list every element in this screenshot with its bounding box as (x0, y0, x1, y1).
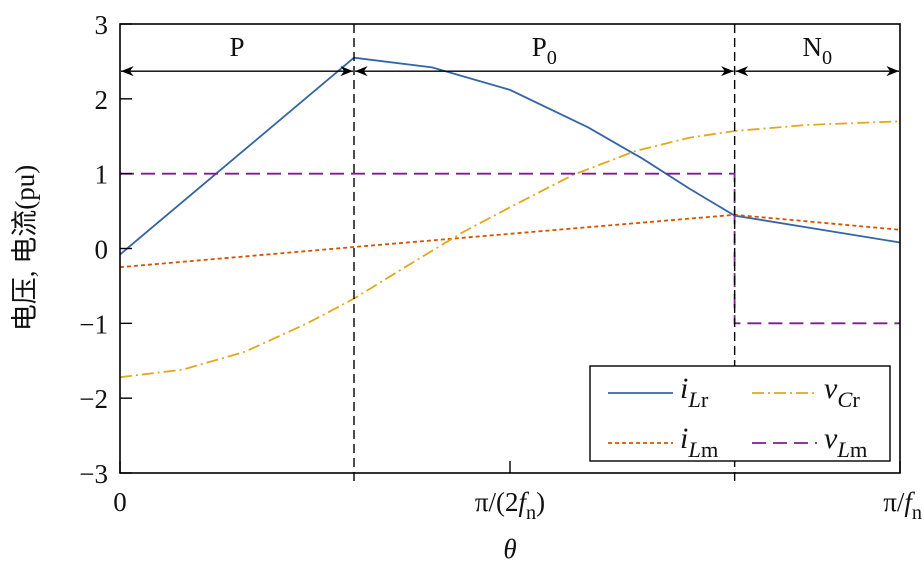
legend-label-iLm: iLm (680, 422, 719, 462)
y-tick-label: 0 (95, 235, 109, 265)
y-tick-label: 2 (95, 85, 109, 115)
y-tick-label: −2 (79, 384, 108, 414)
series-line-iLr (120, 56, 900, 256)
legend-box (589, 365, 891, 462)
interval-label-1: P0 (532, 32, 557, 69)
x-tick-label: 0 (113, 487, 127, 517)
y-tick-label: 1 (95, 160, 109, 190)
x-axis-label: θ (503, 534, 516, 563)
y-tick-label: −3 (79, 459, 108, 489)
y-tick-label: −1 (79, 309, 108, 339)
legend-label-vLm: vLm (824, 422, 868, 462)
interval-label-0: P (229, 32, 244, 62)
legend-label-iLr: iLr (680, 372, 709, 412)
series-line-vLm (120, 172, 900, 325)
y-tick-label: 3 (95, 10, 109, 40)
series-line-vCr (120, 120, 900, 379)
x-tick-label: π/fn (883, 487, 922, 524)
x-tick-label: π/(2fn) (475, 487, 545, 524)
interval-label-2: N0 (803, 32, 833, 69)
legend-label-vCr: vCr (824, 372, 860, 412)
y-axis-label: 电压, 电流(pu) (10, 165, 40, 331)
